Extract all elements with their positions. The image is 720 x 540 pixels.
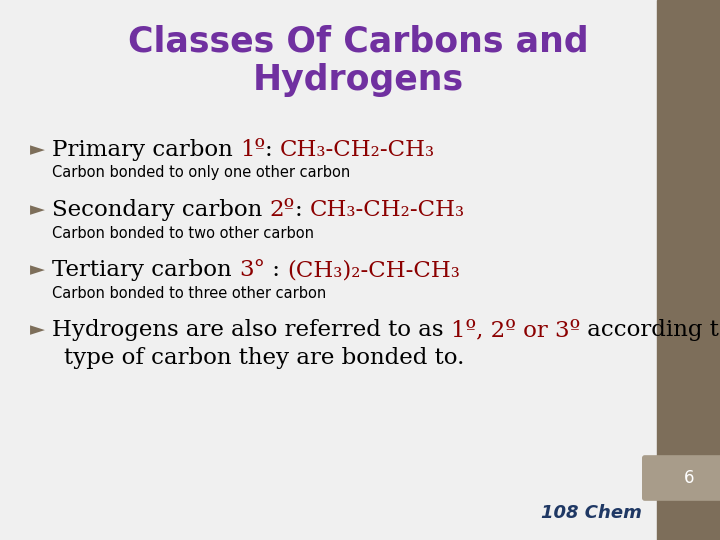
Text: Hydrogens are also referred to as: Hydrogens are also referred to as xyxy=(52,319,451,341)
Text: CH₃-CH₂-CH₃: CH₃-CH₂-CH₃ xyxy=(310,199,465,221)
Text: CH₃-CH₂-CH₃: CH₃-CH₂-CH₃ xyxy=(280,139,436,161)
Text: Classes Of Carbons and: Classes Of Carbons and xyxy=(128,25,589,59)
Text: 2º: 2º xyxy=(269,199,294,221)
Text: Hydrogens: Hydrogens xyxy=(253,63,464,97)
Text: (CH₃)₂-CH-CH₃: (CH₃)₂-CH-CH₃ xyxy=(287,259,460,281)
Text: type of carbon they are bonded to.: type of carbon they are bonded to. xyxy=(64,347,464,369)
Text: ►: ► xyxy=(30,260,45,280)
FancyBboxPatch shape xyxy=(643,456,720,500)
Text: Carbon bonded to three other carbon: Carbon bonded to three other carbon xyxy=(52,286,326,300)
Text: :: : xyxy=(294,199,310,221)
Text: Tertiary carbon: Tertiary carbon xyxy=(52,259,239,281)
Text: Primary carbon: Primary carbon xyxy=(52,139,240,161)
Text: according to the: according to the xyxy=(580,319,720,341)
Text: 1º: 1º xyxy=(240,139,265,161)
Bar xyxy=(657,0,720,540)
Text: ►: ► xyxy=(30,140,45,159)
Text: :: : xyxy=(265,139,280,161)
Text: ►: ► xyxy=(30,200,45,219)
Text: ►: ► xyxy=(30,321,45,340)
Text: Secondary carbon: Secondary carbon xyxy=(52,199,269,221)
Text: Carbon bonded to only one other carbon: Carbon bonded to only one other carbon xyxy=(52,165,350,180)
Text: 108 Chem: 108 Chem xyxy=(541,504,642,522)
Text: 6: 6 xyxy=(683,469,694,487)
Text: :: : xyxy=(265,259,287,281)
Text: 1º, 2º or 3º: 1º, 2º or 3º xyxy=(451,319,580,341)
Text: 3°: 3° xyxy=(239,259,265,281)
Text: Carbon bonded to two other carbon: Carbon bonded to two other carbon xyxy=(52,226,314,240)
